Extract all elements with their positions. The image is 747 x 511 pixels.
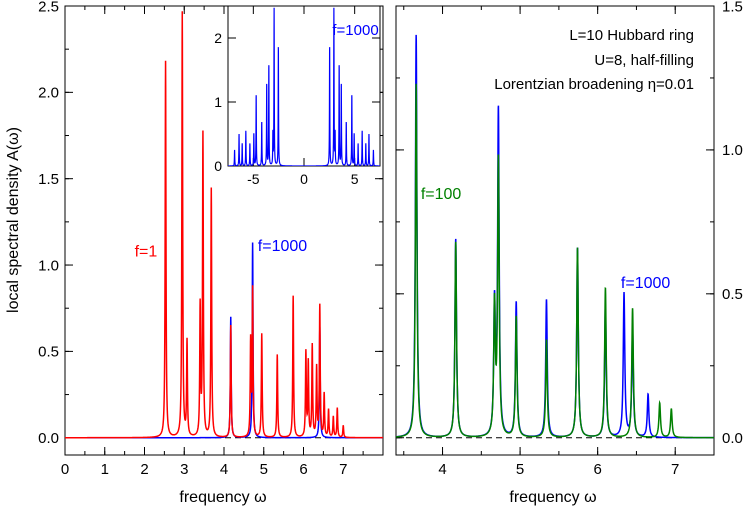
right-x-tick-label: 4 xyxy=(438,461,446,478)
left-annotation: f=1 xyxy=(135,243,158,260)
right-panel: 4 5 6 7 0.0 0.5 1.0 1.5 f=100 f=1000 xyxy=(395,0,743,478)
inset-plot-area xyxy=(228,7,380,166)
left-x-tick-label: 3 xyxy=(180,461,188,478)
right-y-tick-label: 1.0 xyxy=(722,142,743,159)
left-x-tick-label: 0 xyxy=(61,461,69,478)
right-plot-area xyxy=(396,34,714,439)
left-x-tick-label: 1 xyxy=(101,461,109,478)
right-series-f100 xyxy=(396,83,714,439)
left-y-tick-label: 1.0 xyxy=(38,257,59,274)
right-annotation: f=100 xyxy=(421,186,462,203)
right-x-tick-label: 7 xyxy=(671,461,679,478)
left-y-tick-label: 2.0 xyxy=(38,85,59,102)
left-series-f1 xyxy=(65,11,383,439)
left-annotation: f=1000 xyxy=(258,238,307,255)
left-y-tick-label: 0.5 xyxy=(38,344,59,361)
left-x-tick-label: 6 xyxy=(299,461,307,478)
left-y-tick-label: 0.0 xyxy=(38,430,59,447)
inset-series-f1000 xyxy=(228,7,380,166)
inset-x-tick-label: 0 xyxy=(300,171,308,187)
right-y-tick-label: 0.5 xyxy=(722,286,743,303)
left-x-tick-label: 2 xyxy=(140,461,148,478)
right-y-tick-label: 1.5 xyxy=(722,0,743,15)
inset-x-tick-label: -5 xyxy=(247,171,260,187)
left-x-axis-label: frequency ω xyxy=(179,489,266,506)
left-x-tick-label: 5 xyxy=(260,461,268,478)
inset-panel: -5 0 5 0 1 2 f=1000 xyxy=(214,5,381,187)
left-y-axis-label: local spectral density A(ω) xyxy=(5,127,22,313)
right-y-tick-label: 0.0 xyxy=(722,430,743,447)
right-x-tick-label: 6 xyxy=(593,461,601,478)
left-y-tick-label: 2.5 xyxy=(38,0,59,15)
left-x-tick-label: 4 xyxy=(220,461,228,478)
inset-annotation: f=1000 xyxy=(332,22,378,39)
left-y-tick-label: 1.5 xyxy=(38,171,59,188)
info-line-1: L=10 Hubbard ring xyxy=(569,27,694,44)
right-x-tick-label: 5 xyxy=(516,461,524,478)
inset-y-tick-label: 0 xyxy=(214,158,222,174)
inset-x-tick-label: 5 xyxy=(351,171,359,187)
info-line-3: Lorentzian broadening η=0.01 xyxy=(494,76,694,93)
inset-y-tick-label: 1 xyxy=(214,94,222,110)
right-annotation: f=1000 xyxy=(621,275,670,292)
left-plot-area xyxy=(65,11,383,439)
right-plot-frame xyxy=(395,5,715,456)
right-x-axis-label: frequency ω xyxy=(509,489,596,506)
info-line-2: U=8, half-filling xyxy=(594,52,694,69)
left-x-tick-label: 7 xyxy=(339,461,347,478)
inset-y-tick-label: 2 xyxy=(214,30,222,46)
